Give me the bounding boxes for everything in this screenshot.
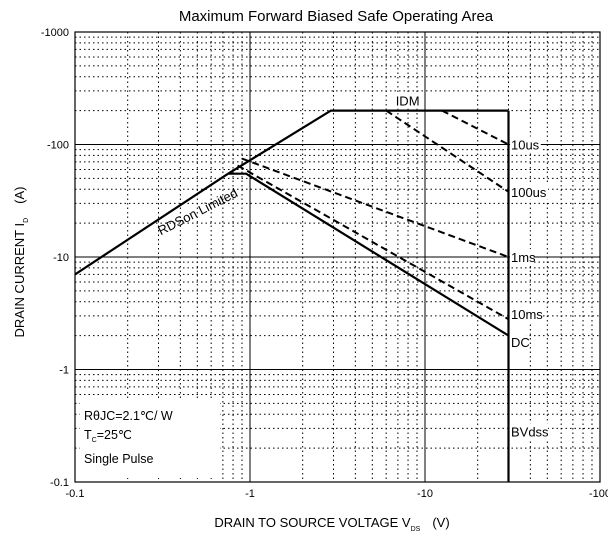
x-tick-label: -10 [417,488,433,500]
y-tick-label: -1000 [41,27,69,39]
curve-label-bg-10us [509,136,541,153]
y-tick-label: -0.1 [50,477,69,489]
curve-label-bg-10ms [509,306,541,323]
curve-label-bg-bvdss [509,423,548,440]
x-tick-label: -1 [245,488,255,500]
curve-label-bg-idm [394,92,419,109]
curve-label-dc: DC [511,335,530,350]
curve-label-idm: IDM [396,94,420,109]
series-line-1ms [241,157,509,258]
curve-label-bg-dc [509,334,527,351]
note-single-pulse: Single Pulse [84,452,154,466]
chart-title: Maximum Forward Biased Safe Operating Ar… [179,8,494,25]
y-axis-label-unit: (A) [12,186,27,203]
y-axis-label: DRAIN CURRENT ID (A) [12,186,30,337]
series-group [74,109,510,482]
series-line-100us [385,109,510,193]
x-tick-label: -100 [589,488,608,500]
y-tick-label: -10 [53,252,69,264]
y-tick-label: -100 [47,140,69,152]
tick-labels: -0.1 -1 -10 -100 -0.1 -1 -10 -100 -1000 [41,27,608,500]
series-line-idm [227,109,509,175]
note-tc-main: T [84,428,92,442]
series-line-dc [228,172,510,337]
x-axis-label-main: DRAIN TO SOURCE VOLTAGE V [214,515,411,530]
note-tc-sub: C [92,437,97,444]
note-tc: TC=25℃ [84,428,132,444]
curve-label-bvdss: BVdss [511,425,549,440]
curve-label-10ms: 10ms [511,307,543,322]
y-axis-label-sub: D [23,218,30,223]
x-tick-label: -0.1 [66,488,85,500]
x-axis-label-sub: DS [411,526,421,533]
series-line-10us [441,109,509,146]
series-line-rdson-limited [74,172,229,276]
curve-label-1ms: 1ms [511,250,536,265]
x-axis-label: DRAIN TO SOURCE VOLTAGE VDS (V) [214,515,449,533]
notes-box [80,400,220,478]
y-tick-label: -1 [59,365,69,377]
note-rthjc: RθJC=2.1℃/ W [84,409,173,423]
curve-label-bg-1ms [509,249,534,265]
series-line-10ms [237,164,509,321]
y-axis-label-main: DRAIN CURRENT I [12,223,27,338]
curve-label-10us: 10us [511,138,540,153]
curve-label-bg-100us [509,183,548,200]
plot-frame [74,31,601,483]
x-axis-label-unit: (V) [432,515,449,530]
note-tc-rest: =25℃ [97,428,132,442]
curve-label-100us: 100us [511,185,547,200]
